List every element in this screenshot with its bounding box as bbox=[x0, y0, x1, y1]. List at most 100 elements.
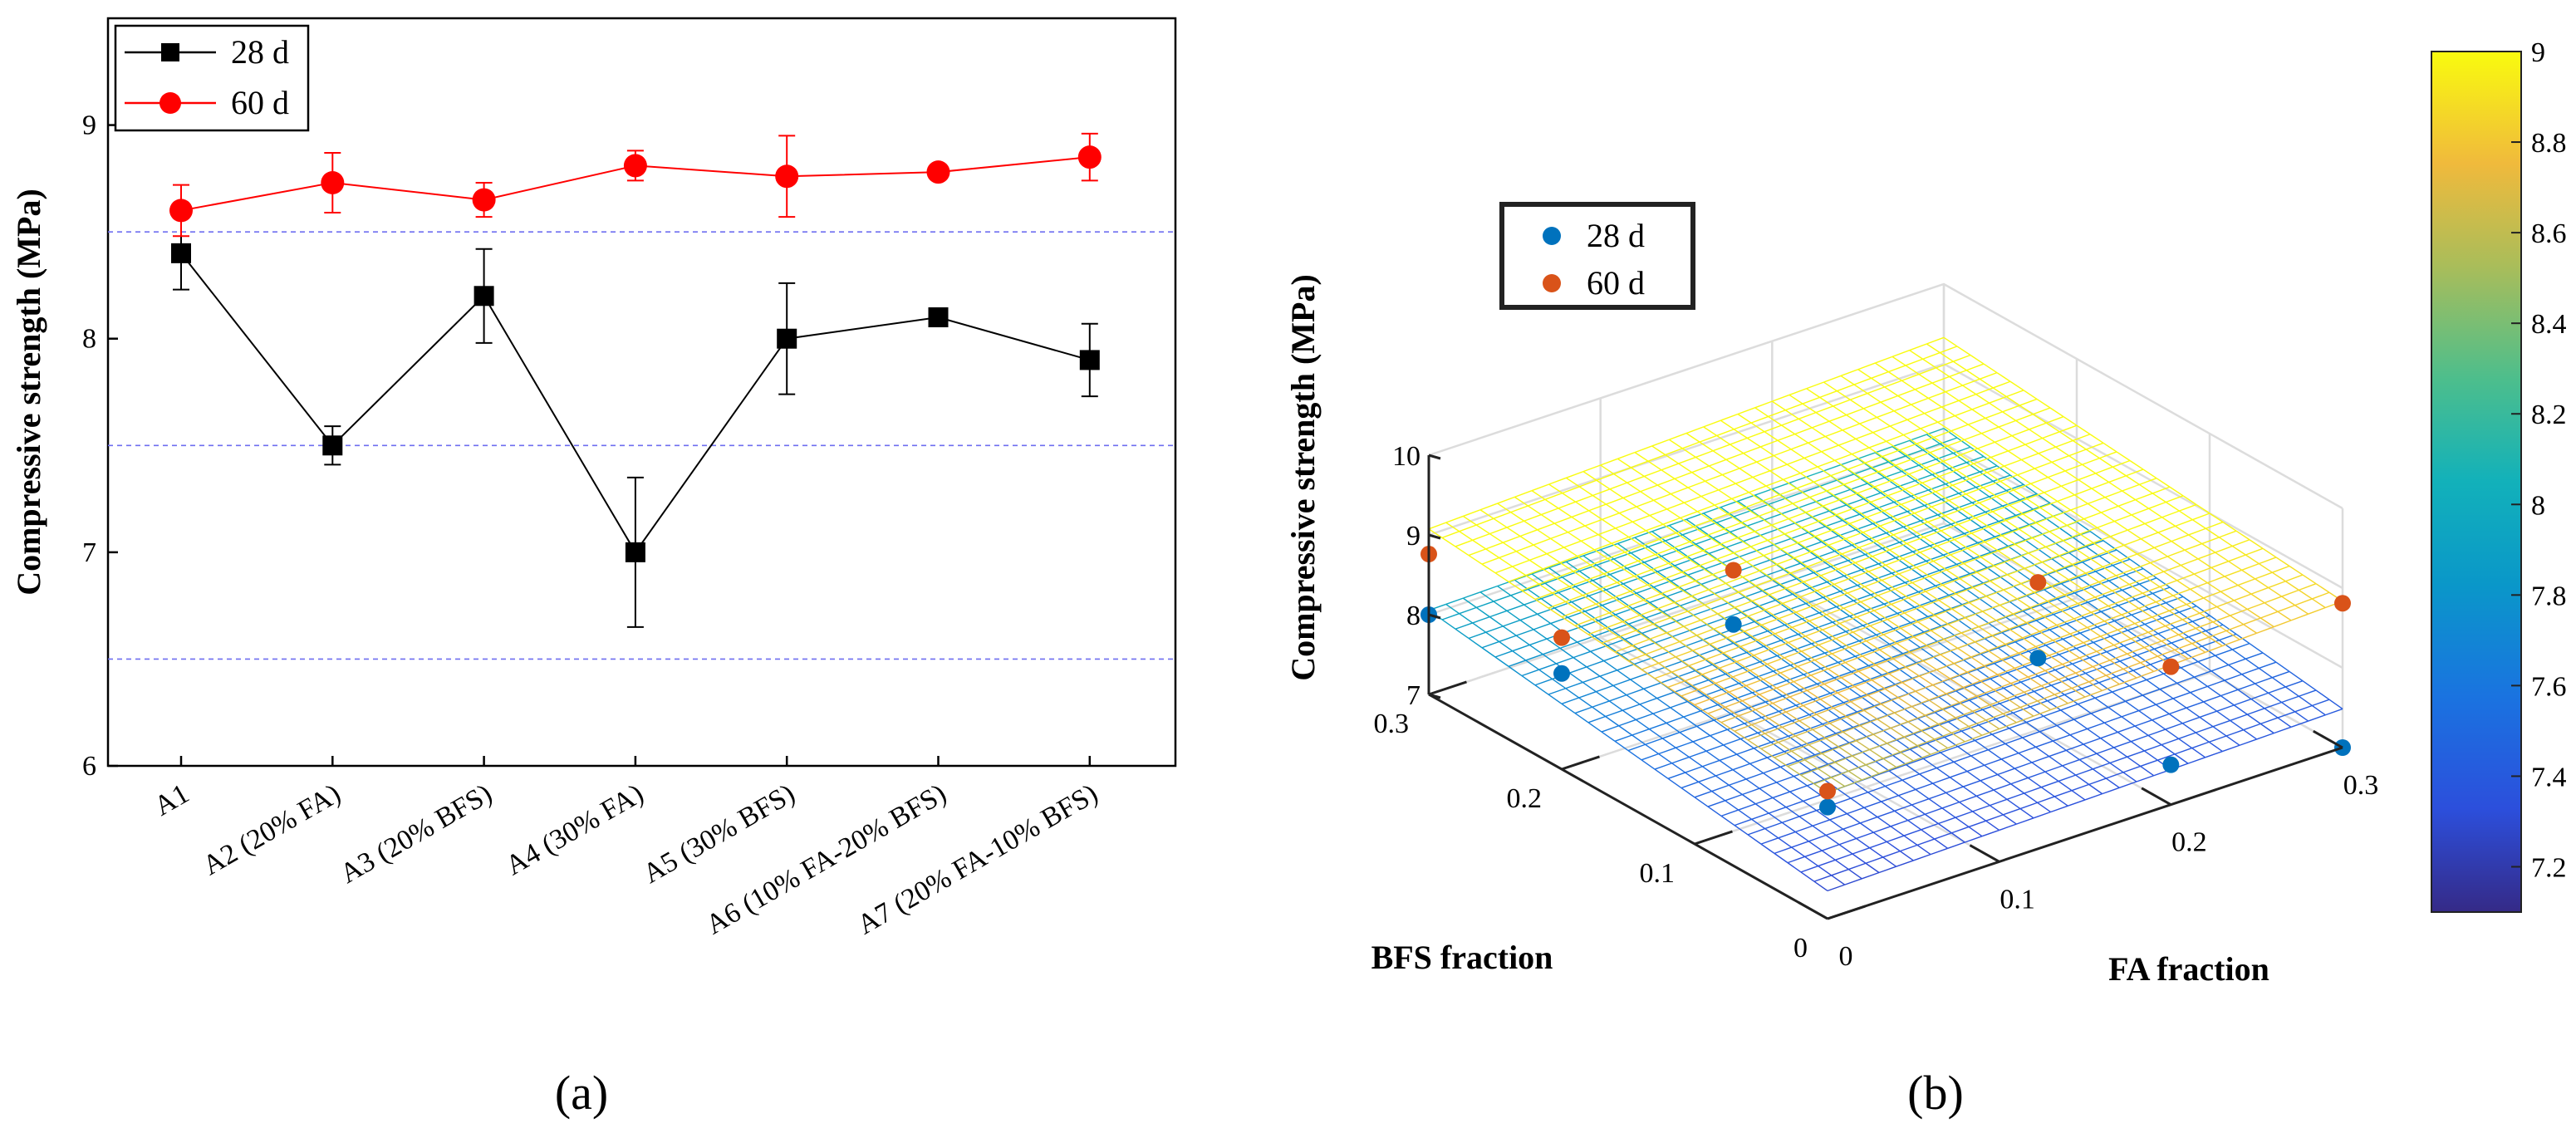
surface-1-mesh-b-4-9 bbox=[1928, 693, 1946, 701]
surface-1-mesh-a-27-3 bbox=[2237, 584, 2252, 595]
surface-0-mesh-b-3-19 bbox=[2113, 740, 2132, 748]
surface-1-mesh-a-24-22 bbox=[1933, 436, 1948, 447]
surface-1-mesh-b-26-5 bbox=[1568, 525, 1586, 533]
surface-1-mesh-b-3-12 bbox=[1993, 683, 2011, 691]
surface-1-mesh-a-15-13 bbox=[1898, 573, 1913, 584]
surface-1-mesh-a-30-10 bbox=[2196, 503, 2210, 514]
surface-0-mesh-b-22-2 bbox=[1569, 666, 1587, 674]
surface-1-mesh-b-4-27 bbox=[2237, 578, 2255, 586]
surface-0-mesh-b-2-13 bbox=[2024, 787, 2042, 794]
surface-0-mesh-a-5-0 bbox=[1899, 851, 1914, 861]
surface-0-mesh-a-27-8 bbox=[2171, 642, 2186, 653]
surface-1-mesh-a-13-26 bbox=[1691, 472, 1706, 482]
surface-0-mesh-b-24-9 bbox=[1662, 605, 1681, 613]
surface-0-mesh-b-24-7 bbox=[1628, 617, 1646, 625]
surface-0-mesh-b-28-20 bbox=[1798, 501, 1817, 508]
surface-0-mesh-a-19-21 bbox=[1861, 569, 1876, 580]
surface-1-mesh-a-1-28 bbox=[1459, 531, 1474, 541]
surface-1-mesh-b-13-0 bbox=[1654, 671, 1672, 679]
surface-1-mesh-a-20-6 bbox=[2077, 602, 2092, 613]
surface-0-mesh-b-2-12 bbox=[2006, 792, 2024, 800]
surface-1-mesh-b-23-21 bbox=[1882, 449, 1900, 458]
surface-0-mesh-b-30-21 bbox=[1788, 476, 1807, 484]
surface-1-mesh-a-18-13 bbox=[1950, 554, 1965, 565]
surface-0-mesh-b-12-22 bbox=[2045, 638, 2063, 646]
surface-1-mesh-b-21-20 bbox=[1892, 473, 1910, 482]
surface-1-mesh-b-26-26 bbox=[1928, 391, 1946, 400]
surface-0-mesh-a-8-13 bbox=[1778, 710, 1793, 722]
surface-0-mesh-b-8-1 bbox=[1738, 803, 1756, 811]
surface-1-mesh-b-22-28 bbox=[2015, 414, 2034, 422]
surface-0-mesh-a-16-21 bbox=[1809, 587, 1824, 598]
surface-1-mesh-a-20-22 bbox=[1864, 462, 1879, 473]
surface-1-mesh-b-17-5 bbox=[1687, 604, 1705, 612]
surface-1-mesh-b-24-15 bbox=[1765, 478, 1784, 487]
surface-0-mesh-b-29-22 bbox=[1819, 479, 1838, 488]
surface-1-mesh-a-12-15 bbox=[1820, 575, 1835, 585]
surface-1-mesh-a-0-20 bbox=[1548, 607, 1563, 618]
surface-1-mesh-a-0-14 bbox=[1627, 660, 1642, 670]
surface-0-mesh-a-28-11 bbox=[2148, 608, 2163, 619]
surface-0-mesh-b-28-18 bbox=[1764, 513, 1782, 521]
surface-1-mesh-a-29-12 bbox=[2152, 493, 2166, 503]
surface-1-mesh-b-5-1 bbox=[1778, 735, 1796, 743]
surface-0-mesh-a-12-1 bbox=[2006, 798, 2021, 810]
surface-1-mesh-b-0-11 bbox=[2016, 715, 2034, 724]
surface-1-mesh-a-4-11 bbox=[1736, 660, 1751, 671]
surface-1-mesh-a-15-20 bbox=[1805, 512, 1820, 522]
surface-0-mesh-b-19-21 bbox=[1935, 579, 1953, 586]
surface-1-mesh-a-20-3 bbox=[2117, 629, 2132, 640]
surface-0-mesh-b-5-19 bbox=[2087, 722, 2105, 730]
surface-1-mesh-b-3-21 bbox=[2147, 625, 2166, 633]
surface-0-mesh-a-3-9 bbox=[1745, 778, 1760, 789]
surface-0-mesh-b-14-13 bbox=[1864, 674, 1882, 682]
surface-1-mesh-b-29-15 bbox=[1699, 434, 1717, 443]
surface-0-mesh-b-6-19 bbox=[2073, 713, 2092, 720]
surface-0-mesh-b-6-22 bbox=[2125, 694, 2143, 702]
surface-0-mesh-a-8-17 bbox=[1725, 673, 1739, 684]
surface-1-mesh-b-1-12 bbox=[2019, 700, 2038, 709]
surface-1-mesh-a-23-4 bbox=[2155, 601, 2170, 611]
surface-0-mesh-b-7-22 bbox=[2112, 685, 2130, 693]
surface-1-mesh-b-15-24 bbox=[2039, 500, 2058, 508]
surface-1-mesh-b-14-15 bbox=[1898, 567, 1916, 575]
surface-1-mesh-a-24-0 bbox=[2225, 630, 2240, 640]
surface-1-mesh-a-24-28 bbox=[1853, 384, 1868, 395]
surface-0-mesh-b-2-23 bbox=[2196, 726, 2214, 733]
surface-0-mesh-b-26-17 bbox=[1774, 537, 1792, 546]
surface-0-mesh-a-3-2 bbox=[1838, 844, 1853, 855]
surface-1-mesh-b-27-25 bbox=[1897, 389, 1916, 397]
surface-0-mesh-b-3-29 bbox=[2285, 680, 2304, 688]
surface-0-mesh-a-27-2 bbox=[2250, 698, 2265, 709]
surface-0-mesh-b-1-0 bbox=[1813, 875, 1832, 882]
surface-0-mesh-a-26-11 bbox=[2113, 620, 2128, 631]
surface-0-mesh-b-4-13 bbox=[1997, 768, 2015, 776]
surface-0-mesh-b-22-12 bbox=[1740, 606, 1759, 613]
surface-1-mesh-b-22-7 bbox=[1655, 547, 1673, 556]
surface-0-mesh-a-16-23 bbox=[1783, 568, 1798, 580]
surface-0-mesh-a-0-27 bbox=[1455, 628, 1470, 640]
surface-1-mesh-b-27-26 bbox=[1915, 382, 1933, 390]
surface-0-mesh-a-22-6 bbox=[2112, 691, 2127, 702]
surface-1-mesh-b-11-9 bbox=[1835, 631, 1853, 640]
surface-0-mesh-b-15-28 bbox=[2108, 574, 2127, 581]
surface-1-mesh-a-20-25 bbox=[1824, 435, 1839, 446]
surface-0-mesh-b-1-7 bbox=[1934, 832, 1952, 840]
surface-1-mesh-b-26-11 bbox=[1671, 487, 1689, 495]
surface-0-mesh-a-29-27 bbox=[1952, 452, 1967, 464]
surface-1-mesh-a-13-28 bbox=[1665, 454, 1680, 464]
surface-1-mesh-b-12-23 bbox=[2063, 533, 2081, 542]
surface-1-mesh-b-23-23 bbox=[1916, 436, 1935, 444]
surface-1-mesh-b-13-20 bbox=[1998, 543, 2016, 552]
surface-1-mesh-a-13-21 bbox=[1758, 516, 1773, 526]
surface-1-mesh-b-15-17 bbox=[1920, 545, 1938, 553]
surface-0-mesh-b-26-1 bbox=[1499, 635, 1517, 643]
surface-1-mesh-b-10-10 bbox=[1866, 634, 1884, 642]
surface-0-mesh-b-0-2 bbox=[1862, 871, 1880, 880]
surface-0-mesh-b-3-2 bbox=[1822, 844, 1840, 851]
surface-1-mesh-a-9-11 bbox=[1822, 629, 1837, 640]
surface-1-mesh-a-10-18 bbox=[1746, 561, 1761, 571]
surface-1-mesh-a-13-15 bbox=[1838, 568, 1852, 579]
surface-1-mesh-b-16-29 bbox=[2112, 459, 2131, 468]
surface-1-mesh-a-4-0 bbox=[1882, 758, 1897, 768]
